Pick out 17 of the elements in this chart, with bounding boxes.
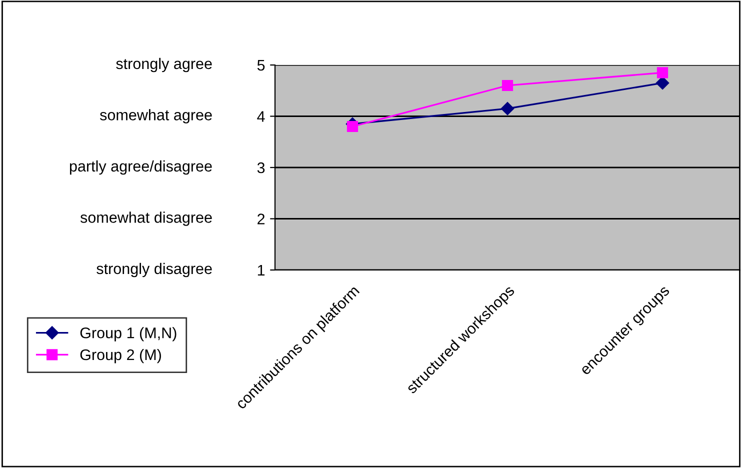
y-tick-label: 1 [258, 265, 265, 276]
point [502, 80, 514, 92]
text: somewhat agree [100, 109, 212, 124]
legend-label: Group 1 (M,N) [80, 327, 176, 342]
legend-label: Group 2 (M) [80, 348, 161, 364]
point [656, 76, 670, 90]
y-tick-label: 4 [257, 111, 265, 122]
text: somewhat disagree [80, 212, 212, 226]
point [500, 102, 514, 116]
text: strongly disagree [96, 262, 212, 278]
text: strongly agree [116, 58, 212, 72]
y-tick-label: 5 [257, 60, 265, 71]
point [656, 67, 668, 78]
y-tick-label: 2 [258, 214, 265, 224]
y-tick-label: 3 [257, 162, 265, 174]
point [346, 120, 358, 132]
text: partly agree/disagree [70, 160, 212, 175]
